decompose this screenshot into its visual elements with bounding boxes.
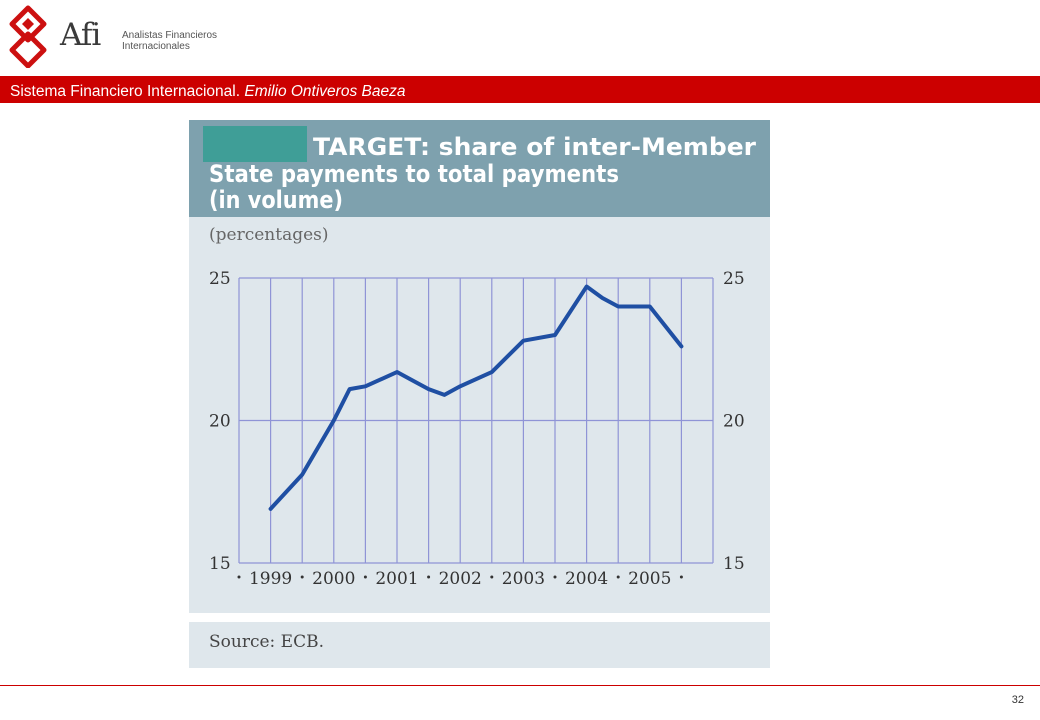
- x-tick-mark: [363, 575, 367, 579]
- y-tick-label-right: 25: [723, 269, 745, 289]
- header-divider: [172, 103, 785, 106]
- x-tick-label: 2002: [439, 569, 482, 589]
- afi-logo-icon: [9, 5, 47, 68]
- series-point: [649, 306, 651, 307]
- series-point: [301, 474, 303, 476]
- series-point: [601, 297, 603, 299]
- x-tick-label: 2004: [565, 569, 608, 589]
- series-point: [522, 340, 524, 342]
- x-tick-mark: [490, 575, 494, 579]
- series-point: [459, 385, 461, 387]
- series-point: [680, 345, 682, 347]
- x-tick-mark: [427, 575, 431, 579]
- header-bar: [0, 76, 1040, 103]
- series-point: [428, 388, 430, 390]
- series-point: [491, 371, 493, 373]
- chart-title-line1: TARGET: share of inter-Member: [313, 133, 756, 161]
- x-tick-mark: [237, 575, 241, 579]
- x-tick-mark: [616, 575, 620, 579]
- series-point: [617, 306, 619, 307]
- y-tick-label-left: 25: [209, 269, 231, 289]
- chart-source-divider: [189, 613, 770, 622]
- chart-unit-label: (percentages): [209, 225, 329, 245]
- x-tick-label: 2003: [502, 569, 545, 589]
- y-tick-label-right: 20: [723, 412, 745, 432]
- header-title: Sistema Financiero Internacional. Emilio…: [10, 83, 405, 101]
- header-author: Emilio Ontiveros Baeza: [244, 83, 406, 100]
- chart-source: Source: ECB.: [209, 632, 324, 652]
- chart-title-line2: State payments to total payments: [209, 160, 619, 188]
- x-tick-mark: [553, 575, 557, 579]
- series-point: [554, 334, 556, 336]
- series-point: [586, 286, 588, 288]
- y-tick-label-left: 20: [209, 412, 231, 432]
- y-tick-label-left: 15: [209, 554, 231, 574]
- brand-subtitle-line1: Analistas Financieros: [122, 30, 218, 41]
- series-point: [364, 385, 366, 387]
- chart-teal-box: [203, 126, 307, 162]
- brand-name: Afi: [60, 17, 101, 53]
- chart-figure: TARGET: share of inter-Member State paym…: [189, 120, 770, 668]
- x-tick-label: 2005: [628, 569, 671, 589]
- x-tick-label: 1999: [249, 569, 292, 589]
- header-title-text: Sistema Financiero Internacional.: [10, 83, 241, 100]
- page-number: 32: [1011, 694, 1024, 706]
- x-tick-label: 2000: [312, 569, 355, 589]
- series-point: [270, 508, 272, 510]
- brand-subtitle: Analistas Financieros Internacionales: [122, 30, 242, 52]
- series-point: [443, 394, 445, 396]
- y-tick-label-right: 15: [723, 554, 745, 574]
- series-point: [396, 371, 398, 373]
- x-tick-mark: [679, 575, 683, 579]
- x-tick-mark: [300, 575, 304, 579]
- chart-title-line3: (in volume): [209, 186, 343, 214]
- series-point: [349, 388, 351, 390]
- footer-divider: [0, 685, 1040, 686]
- x-tick-label: 2001: [375, 569, 418, 589]
- series-point: [333, 420, 335, 421]
- chart-plot-area: 25 25 20 20 15 15 1999 2000 2001 2002 2003 2004 2005: [209, 269, 745, 589]
- brand-subtitle-line2: Internacionales: [122, 41, 190, 52]
